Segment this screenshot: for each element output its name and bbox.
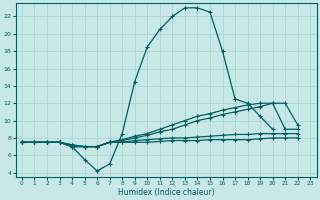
X-axis label: Humidex (Indice chaleur): Humidex (Indice chaleur) bbox=[118, 188, 214, 197]
